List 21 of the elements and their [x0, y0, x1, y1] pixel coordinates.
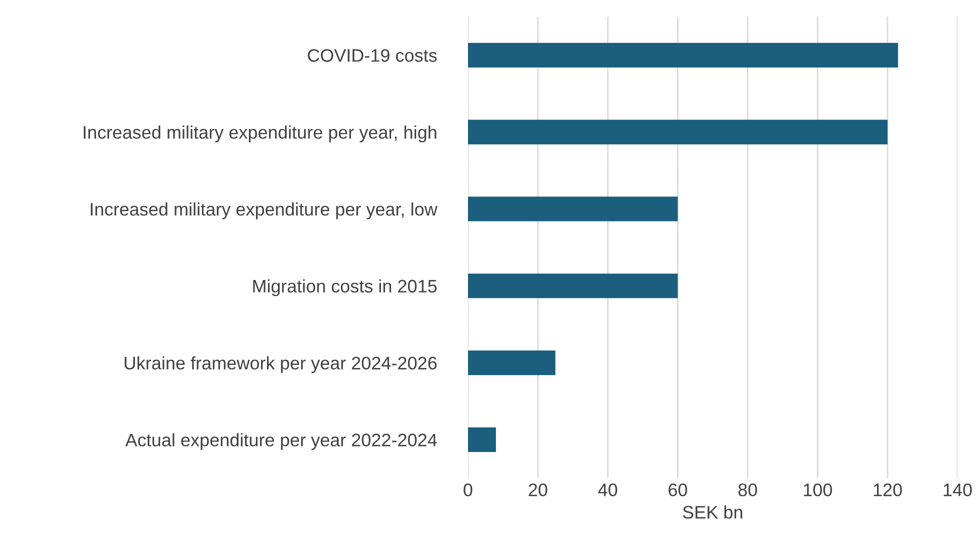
y-tick-label: Migration costs in 2015 [253, 279, 437, 296]
x-tick-label: 60 [668, 484, 688, 496]
y-tick-label: COVID-19 costs [308, 49, 437, 62]
x-tick-label: 120 [874, 484, 902, 496]
bar [468, 42, 898, 68]
x-tick-label: 100 [804, 484, 832, 496]
bar [468, 196, 678, 222]
x-tick-label: 140 [944, 484, 972, 496]
x-tick-label: 0 [464, 484, 472, 496]
y-tick-label: Actual expenditure per year 2022-2024 [125, 433, 437, 450]
y-tick-label: Increased military expenditure per year, high [84, 126, 436, 142]
bar [468, 427, 496, 452]
bar [468, 120, 888, 144]
y-tick-label: Ukraine framework per year 2024-2026 [124, 356, 437, 374]
bar [468, 274, 678, 298]
bar [468, 350, 556, 376]
x-tick-label: 80 [738, 484, 758, 496]
x-tick-label: 20 [528, 484, 548, 496]
x-tick-label: 40 [598, 484, 618, 496]
y-tick-label: Increased military expenditure per year, low [90, 202, 438, 220]
x-axis-title: SEK bn [682, 505, 742, 519]
